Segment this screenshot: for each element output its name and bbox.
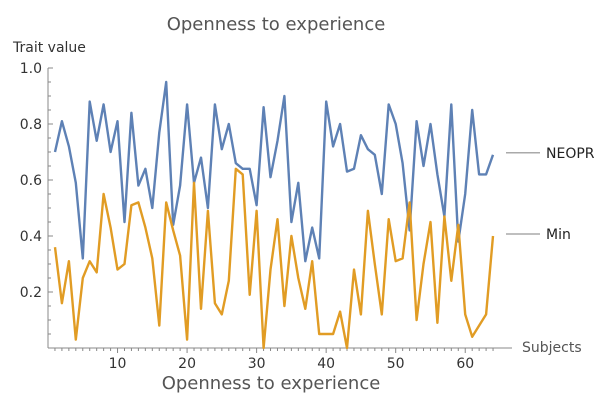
x-tick-label: 30	[248, 356, 266, 372]
x-axis-label: Subjects	[522, 340, 582, 356]
legend: NEOPR Min	[506, 146, 595, 243]
x-tick-label: 20	[178, 356, 196, 372]
x-tick-label: 50	[387, 356, 405, 372]
axes: 10 20 30 40 50 60 0.2 0.4 0.6 0.8 1.0	[20, 61, 512, 372]
y-tick-label: 0.4	[20, 229, 42, 245]
x-tick-label: 60	[456, 356, 474, 372]
series-line-min	[53, 167, 495, 350]
chart-title: Openness to experience	[167, 14, 386, 35]
series-layer	[53, 80, 495, 350]
chart-subtitle: Openness to experience	[162, 373, 381, 394]
legend-label-min: Min	[546, 227, 571, 243]
y-tick-label: 0.8	[20, 117, 42, 133]
x-tick-label: 10	[109, 356, 127, 372]
legend-label-neopr: NEOPR	[546, 146, 595, 162]
series-line-neopr	[53, 80, 495, 263]
y-tick-label: 0.2	[20, 285, 42, 301]
y-tick-label: 0.6	[20, 173, 42, 189]
y-tick-label: 1.0	[20, 61, 42, 77]
y-axis-label: Trait value	[12, 40, 86, 56]
x-tick-label: 40	[317, 356, 335, 372]
